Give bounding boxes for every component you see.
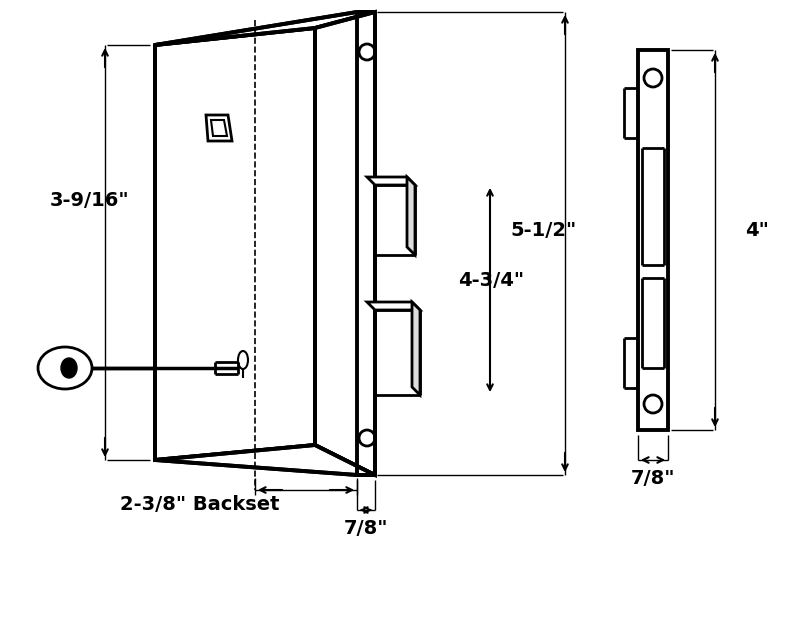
- Polygon shape: [638, 50, 668, 430]
- Polygon shape: [407, 177, 415, 255]
- Text: 2-3/8" Backset: 2-3/8" Backset: [120, 495, 279, 515]
- Ellipse shape: [61, 358, 77, 378]
- Text: 4": 4": [745, 220, 769, 240]
- Polygon shape: [155, 12, 375, 45]
- Polygon shape: [367, 177, 415, 185]
- Polygon shape: [412, 302, 420, 395]
- Text: 3-9/16": 3-9/16": [50, 191, 130, 209]
- Polygon shape: [367, 302, 420, 310]
- Polygon shape: [155, 445, 375, 475]
- Polygon shape: [315, 12, 375, 475]
- Polygon shape: [155, 28, 315, 460]
- Text: 7/8": 7/8": [630, 468, 675, 488]
- Text: 5-1/2": 5-1/2": [510, 220, 576, 240]
- Text: 4-3/4": 4-3/4": [458, 270, 524, 290]
- Text: 7/8": 7/8": [344, 518, 388, 538]
